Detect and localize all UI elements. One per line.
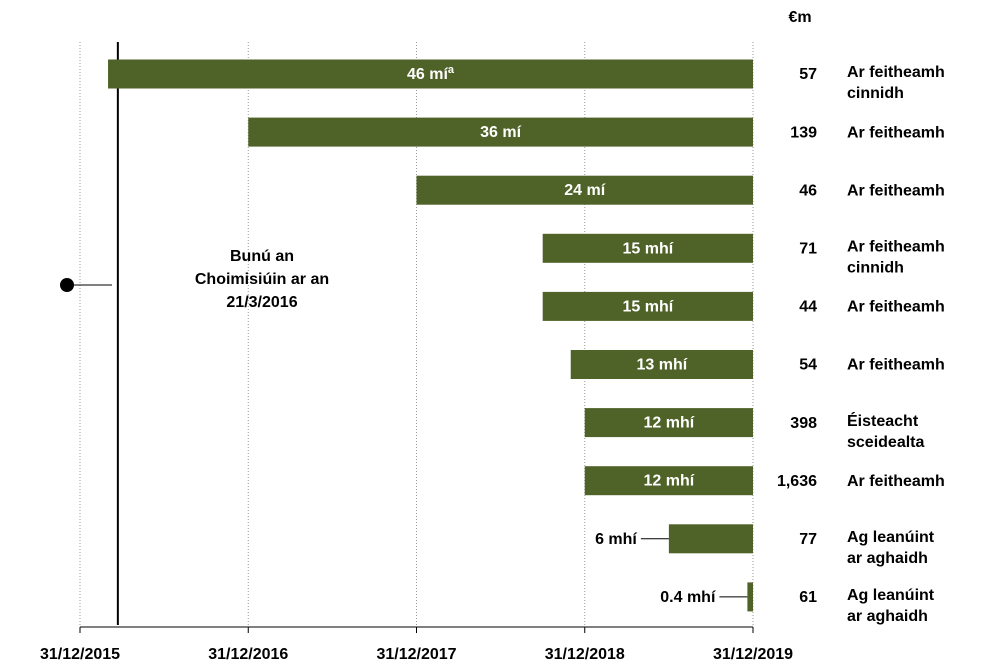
status-label: Ar feitheamh xyxy=(847,124,945,141)
status-label: Ag leanúint xyxy=(847,529,935,546)
amount-label: 139 xyxy=(790,124,817,141)
bar-label-text: 46 mí xyxy=(407,66,448,83)
bar-label-text: 12 mhí xyxy=(644,415,695,432)
annotation-text: 21/3/2016 xyxy=(226,294,297,311)
bar-label: 6 mhí xyxy=(595,531,637,548)
status-label: cinnidh xyxy=(847,85,904,102)
bar-label-text: 15 mhí xyxy=(623,299,674,316)
amount-label: 398 xyxy=(790,415,817,432)
bar xyxy=(668,524,753,554)
amount-label: 1,636 xyxy=(777,473,817,490)
status-label: Ar feitheamh xyxy=(847,473,945,490)
status-label: ar aghaidh xyxy=(847,550,928,567)
bar-label: 24 mí xyxy=(564,182,605,199)
x-tick-label: 31/12/2018 xyxy=(545,646,625,663)
bar-label-text: 12 mhí xyxy=(644,473,695,490)
bar-label: 12 mhí xyxy=(644,415,695,432)
bar-label: 15 mhí xyxy=(623,241,674,258)
status-label: Ar feitheamh xyxy=(847,299,945,316)
bar xyxy=(584,408,753,438)
bar-label: 0.4 mhí xyxy=(660,589,716,606)
status-label: Ag leanúint xyxy=(847,587,935,604)
amount-label: 54 xyxy=(799,357,817,374)
status-label: Ar feitheamh xyxy=(847,357,945,374)
x-tick-label: 31/12/2016 xyxy=(208,646,288,663)
bar-label: 15 mhí xyxy=(623,299,674,316)
bar xyxy=(542,291,753,321)
bar xyxy=(542,233,753,263)
amount-label: 61 xyxy=(799,589,817,606)
bar-label: 13 mhí xyxy=(637,357,688,374)
bar-label-text: 15 mhí xyxy=(623,241,674,258)
bar xyxy=(570,350,753,379)
bar-label-note: a xyxy=(448,64,455,76)
bar-label-text: 0.4 mhí xyxy=(660,589,716,606)
bar xyxy=(416,175,753,205)
bar xyxy=(584,466,753,496)
annotation-text: Bunú an xyxy=(230,248,294,265)
status-label: Ar feitheamh xyxy=(847,239,945,256)
annotation-dot xyxy=(60,278,74,292)
amount-label: 77 xyxy=(799,531,817,548)
annotation-text: Choimisiúin ar an xyxy=(195,271,329,288)
status-label: Ar feitheamh xyxy=(847,64,945,81)
x-tick-label: 31/12/2015 xyxy=(40,646,120,663)
status-label: ar aghaidh xyxy=(847,608,928,625)
amount-label: 44 xyxy=(799,299,817,316)
bar-label-text: 13 mhí xyxy=(637,357,688,374)
status-label: sceidealta xyxy=(847,434,924,451)
status-label: cinnidh xyxy=(847,260,904,277)
amount-label: 57 xyxy=(799,66,817,83)
bar xyxy=(248,117,753,147)
status-label: Éisteacht xyxy=(847,411,919,430)
bar-label-text: 6 mhí xyxy=(595,531,637,548)
bar-label: 46 mía xyxy=(407,64,455,83)
bar-label-text: 24 mí xyxy=(564,182,605,199)
x-tick-label: 31/12/2017 xyxy=(376,646,456,663)
amount-header: €m xyxy=(788,9,811,26)
bar xyxy=(747,582,753,612)
x-tick-label: 31/12/2019 xyxy=(713,646,793,663)
bar-label: 12 mhí xyxy=(644,473,695,490)
bar xyxy=(108,59,753,89)
amount-label: 71 xyxy=(799,241,817,258)
bar-label: 36 mí xyxy=(480,124,521,141)
bar-label-text: 36 mí xyxy=(480,124,521,141)
amount-label: 46 xyxy=(799,182,817,199)
status-label: Ar feitheamh xyxy=(847,182,945,199)
